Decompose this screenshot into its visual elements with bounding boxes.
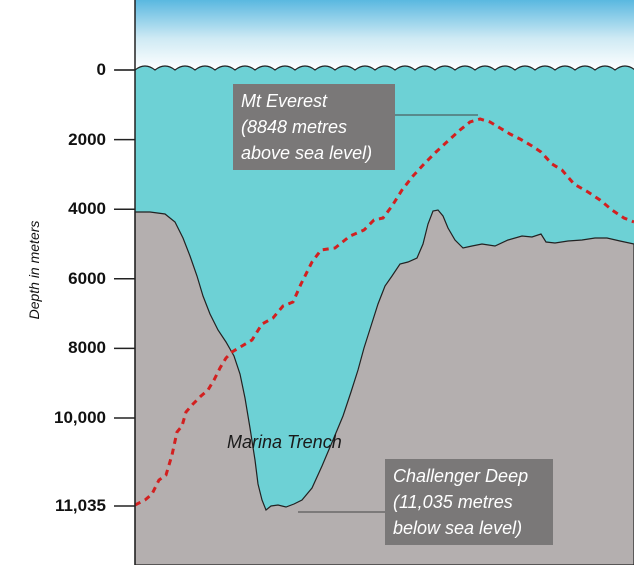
tick-label-0: 0 <box>96 60 106 79</box>
everest-callout-line-3: above sea level) <box>241 143 373 163</box>
tick-marks <box>114 69 135 507</box>
tick-label-6: 11,035 <box>54 495 106 515</box>
challenger-callout-line-2: (11,035 metres <box>393 492 513 512</box>
tick-label-2: 4000 <box>68 199 106 219</box>
trench-label: Marina Trench <box>227 432 342 452</box>
sky <box>135 0 634 70</box>
challenger-deep-callout: Challenger Deep (11,035 metres below sea… <box>385 459 553 545</box>
sea-surface-line <box>115 65 634 71</box>
tick-label-3: 6000 <box>68 268 106 288</box>
tick-label-4: 8000 <box>68 338 106 358</box>
challenger-callout-line-3: below sea level) <box>393 518 523 538</box>
challenger-callout-line-1: Challenger Deep <box>393 466 529 486</box>
tick-label-5: 10,000 <box>54 408 106 427</box>
everest-callout: Mt Everest (8848 metres above sea level) <box>233 84 395 170</box>
everest-callout-line-1: Mt Everest <box>241 91 328 111</box>
y-axis-label: Depth in meters <box>26 220 42 320</box>
everest-callout-line-2: (8848 metres <box>241 117 348 137</box>
tick-label-1: 2000 <box>68 129 106 149</box>
